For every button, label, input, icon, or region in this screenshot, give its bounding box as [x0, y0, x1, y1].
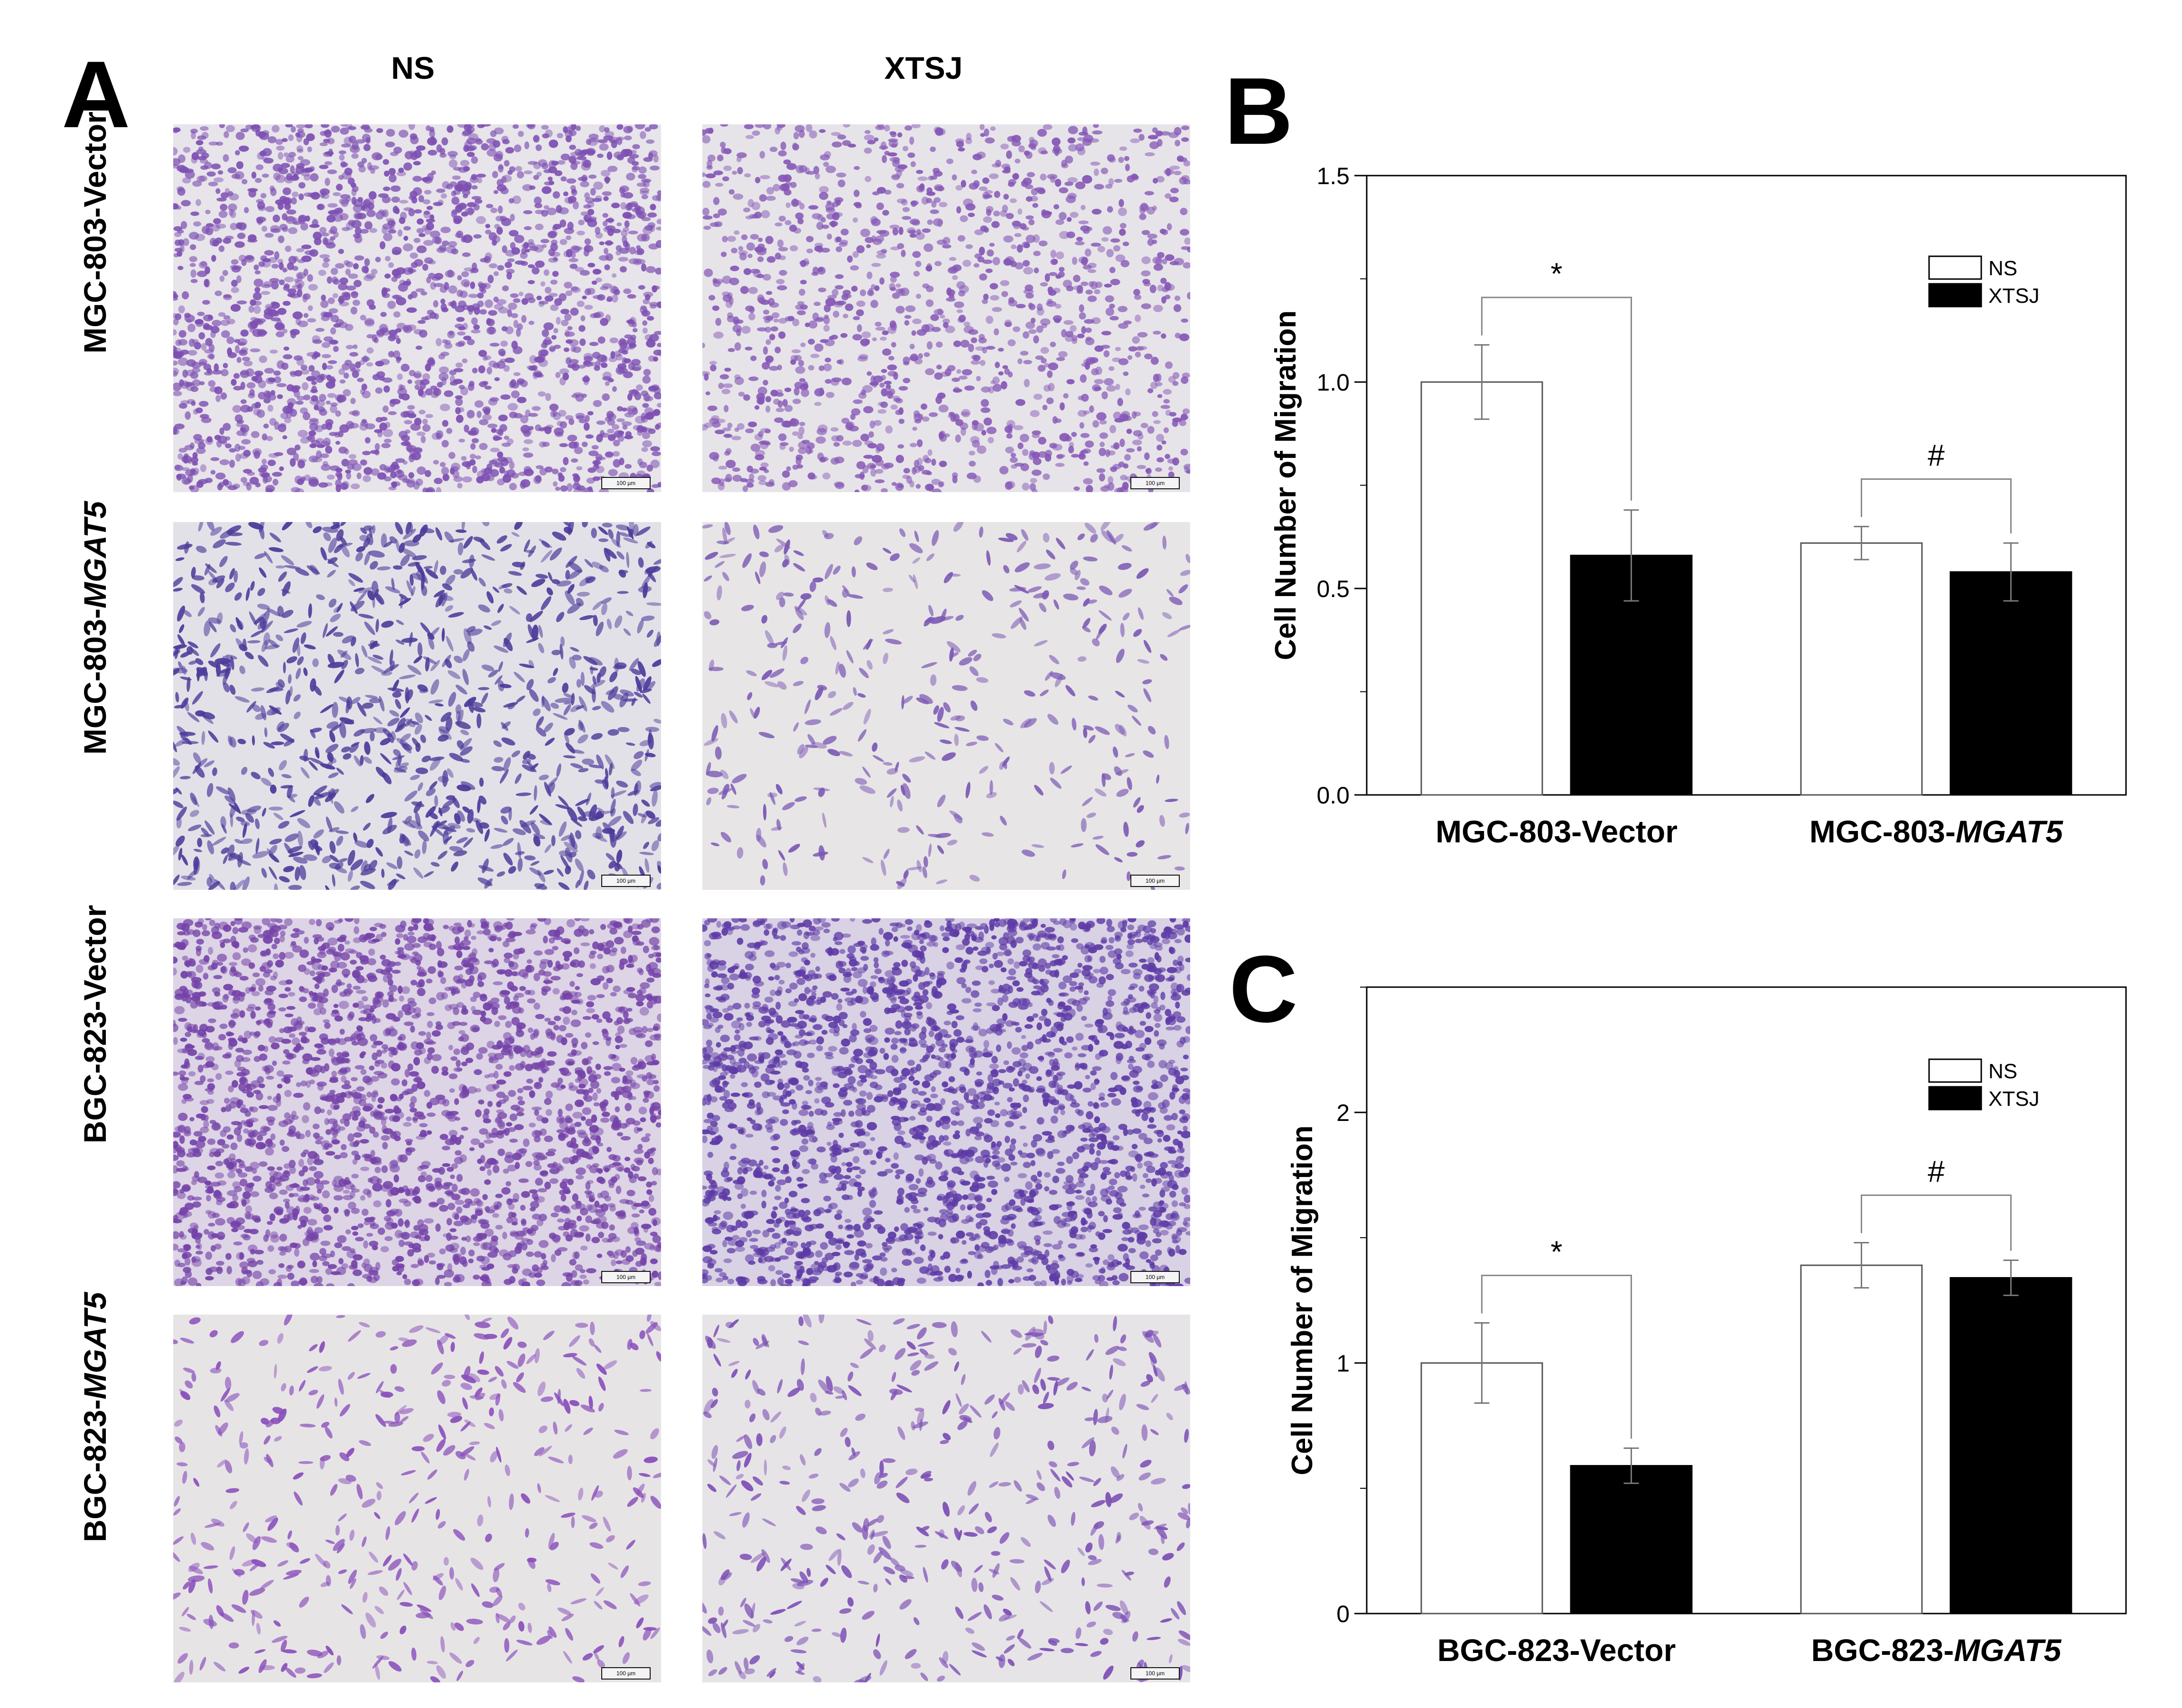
- bar-ns: [1420, 1362, 1543, 1615]
- significance-marker: *: [1551, 257, 1563, 291]
- bar-ns: [1420, 381, 1543, 796]
- legend-swatch-xtsj: [1928, 283, 1982, 308]
- y-axis-label: Cell Number of Migration: [1269, 310, 1302, 660]
- significance-bracket: [1861, 1195, 2012, 1251]
- scale-bar: 100 µm: [1130, 477, 1180, 489]
- category-label: BGC-823-MGAT5: [1811, 1633, 2062, 1668]
- significance-bracket: [1861, 478, 2012, 534]
- bar-xtsj: [1570, 1465, 1693, 1615]
- micrograph-mgc803-vector-ns: 100 µm: [173, 124, 661, 492]
- legend-label-ns: NS: [1988, 1060, 2017, 1083]
- significance-marker: #: [1928, 1155, 1945, 1189]
- y-tick-label: 0.0: [1316, 782, 1350, 809]
- legend-swatch-ns: [1928, 1058, 1982, 1083]
- legend-swatch-ns: [1928, 255, 1982, 280]
- micrograph-bgc823-vector-xtsj: 100 µm: [702, 918, 1190, 1286]
- legend-swatch-xtsj: [1928, 1086, 1982, 1111]
- scale-bar: 100 µm: [601, 1667, 651, 1680]
- micrograph-bgc823-mgat5-xtsj: 100 µm: [702, 1315, 1190, 1682]
- y-tick-label: 1.5: [1316, 163, 1350, 189]
- micrograph-bgc823-mgat5-ns: 100 µm: [173, 1315, 661, 1682]
- micrograph-mgc803-mgat5-xtsj: 100 µm: [702, 522, 1190, 890]
- category-label: BGC-823-Vector: [1437, 1633, 1676, 1668]
- significance-marker: #: [1928, 439, 1945, 473]
- row-label-bgc823-vector: BGC-823-Vector: [77, 905, 112, 1144]
- y-tick-label: 0: [1336, 1601, 1350, 1627]
- y-tick-label: 2: [1336, 1100, 1350, 1126]
- row-label-mgc803-vector: MGC-803-Vector: [77, 112, 112, 354]
- panel-a-letter: A: [62, 42, 131, 148]
- panel-c-letter: C: [1229, 936, 1298, 1042]
- scale-bar: 100 µm: [601, 477, 651, 489]
- scale-bar: 100 µm: [601, 875, 651, 887]
- category-label: MGC-803-MGAT5: [1809, 814, 2063, 849]
- scale-bar: 100 µm: [1130, 875, 1180, 887]
- y-tick-label: 1.0: [1316, 369, 1350, 396]
- row-label-mgc803-mgat5: MGC-803-MGAT5: [77, 501, 112, 755]
- bar-chart-b: 0.0 0.5 1.0 1.5 Cell Number of Migration * MGC…: [1269, 163, 2127, 849]
- scale-bar: 100 µm: [601, 1271, 651, 1283]
- column-header-xtsj: XTSJ: [884, 50, 963, 85]
- significance-bracket: [1481, 1275, 1632, 1439]
- y-tick-label: 0.5: [1316, 576, 1350, 602]
- significance-marker: *: [1551, 1235, 1563, 1269]
- panel-b-letter: B: [1224, 58, 1293, 164]
- bar-ns: [1800, 1264, 1923, 1615]
- row-label-bgc823-mgat5: BGC-823-MGAT5: [77, 1292, 112, 1542]
- bar-xtsj: [1949, 571, 2072, 796]
- significance-bracket: [1481, 297, 1632, 501]
- scale-bar: 100 µm: [1130, 1667, 1180, 1680]
- y-tick-label: 1: [1336, 1350, 1350, 1377]
- legend-label-ns: NS: [1988, 257, 2017, 280]
- bar-chart-c: 0 1 2 Cell Number of Migration * BGC-823-Vect…: [1286, 986, 2127, 1668]
- micrograph-mgc803-mgat5-ns: 100 µm: [173, 522, 661, 890]
- legend-label-xtsj: XTSJ: [1988, 284, 2040, 308]
- micrograph-bgc823-vector-ns: 100 µm: [173, 918, 661, 1286]
- column-header-ns: NS: [391, 50, 435, 85]
- y-axis-label: Cell Number of Migration: [1286, 1125, 1319, 1475]
- bar-ns: [1800, 542, 1923, 796]
- bar-xtsj: [1949, 1277, 2072, 1615]
- plot-frame: [1366, 986, 2127, 1615]
- scale-bar: 100 µm: [1130, 1271, 1180, 1283]
- category-label: MGC-803-Vector: [1436, 814, 1678, 849]
- legend-label-xtsj: XTSJ: [1988, 1087, 2040, 1111]
- micrograph-mgc803-vector-xtsj: 100 µm: [702, 124, 1190, 492]
